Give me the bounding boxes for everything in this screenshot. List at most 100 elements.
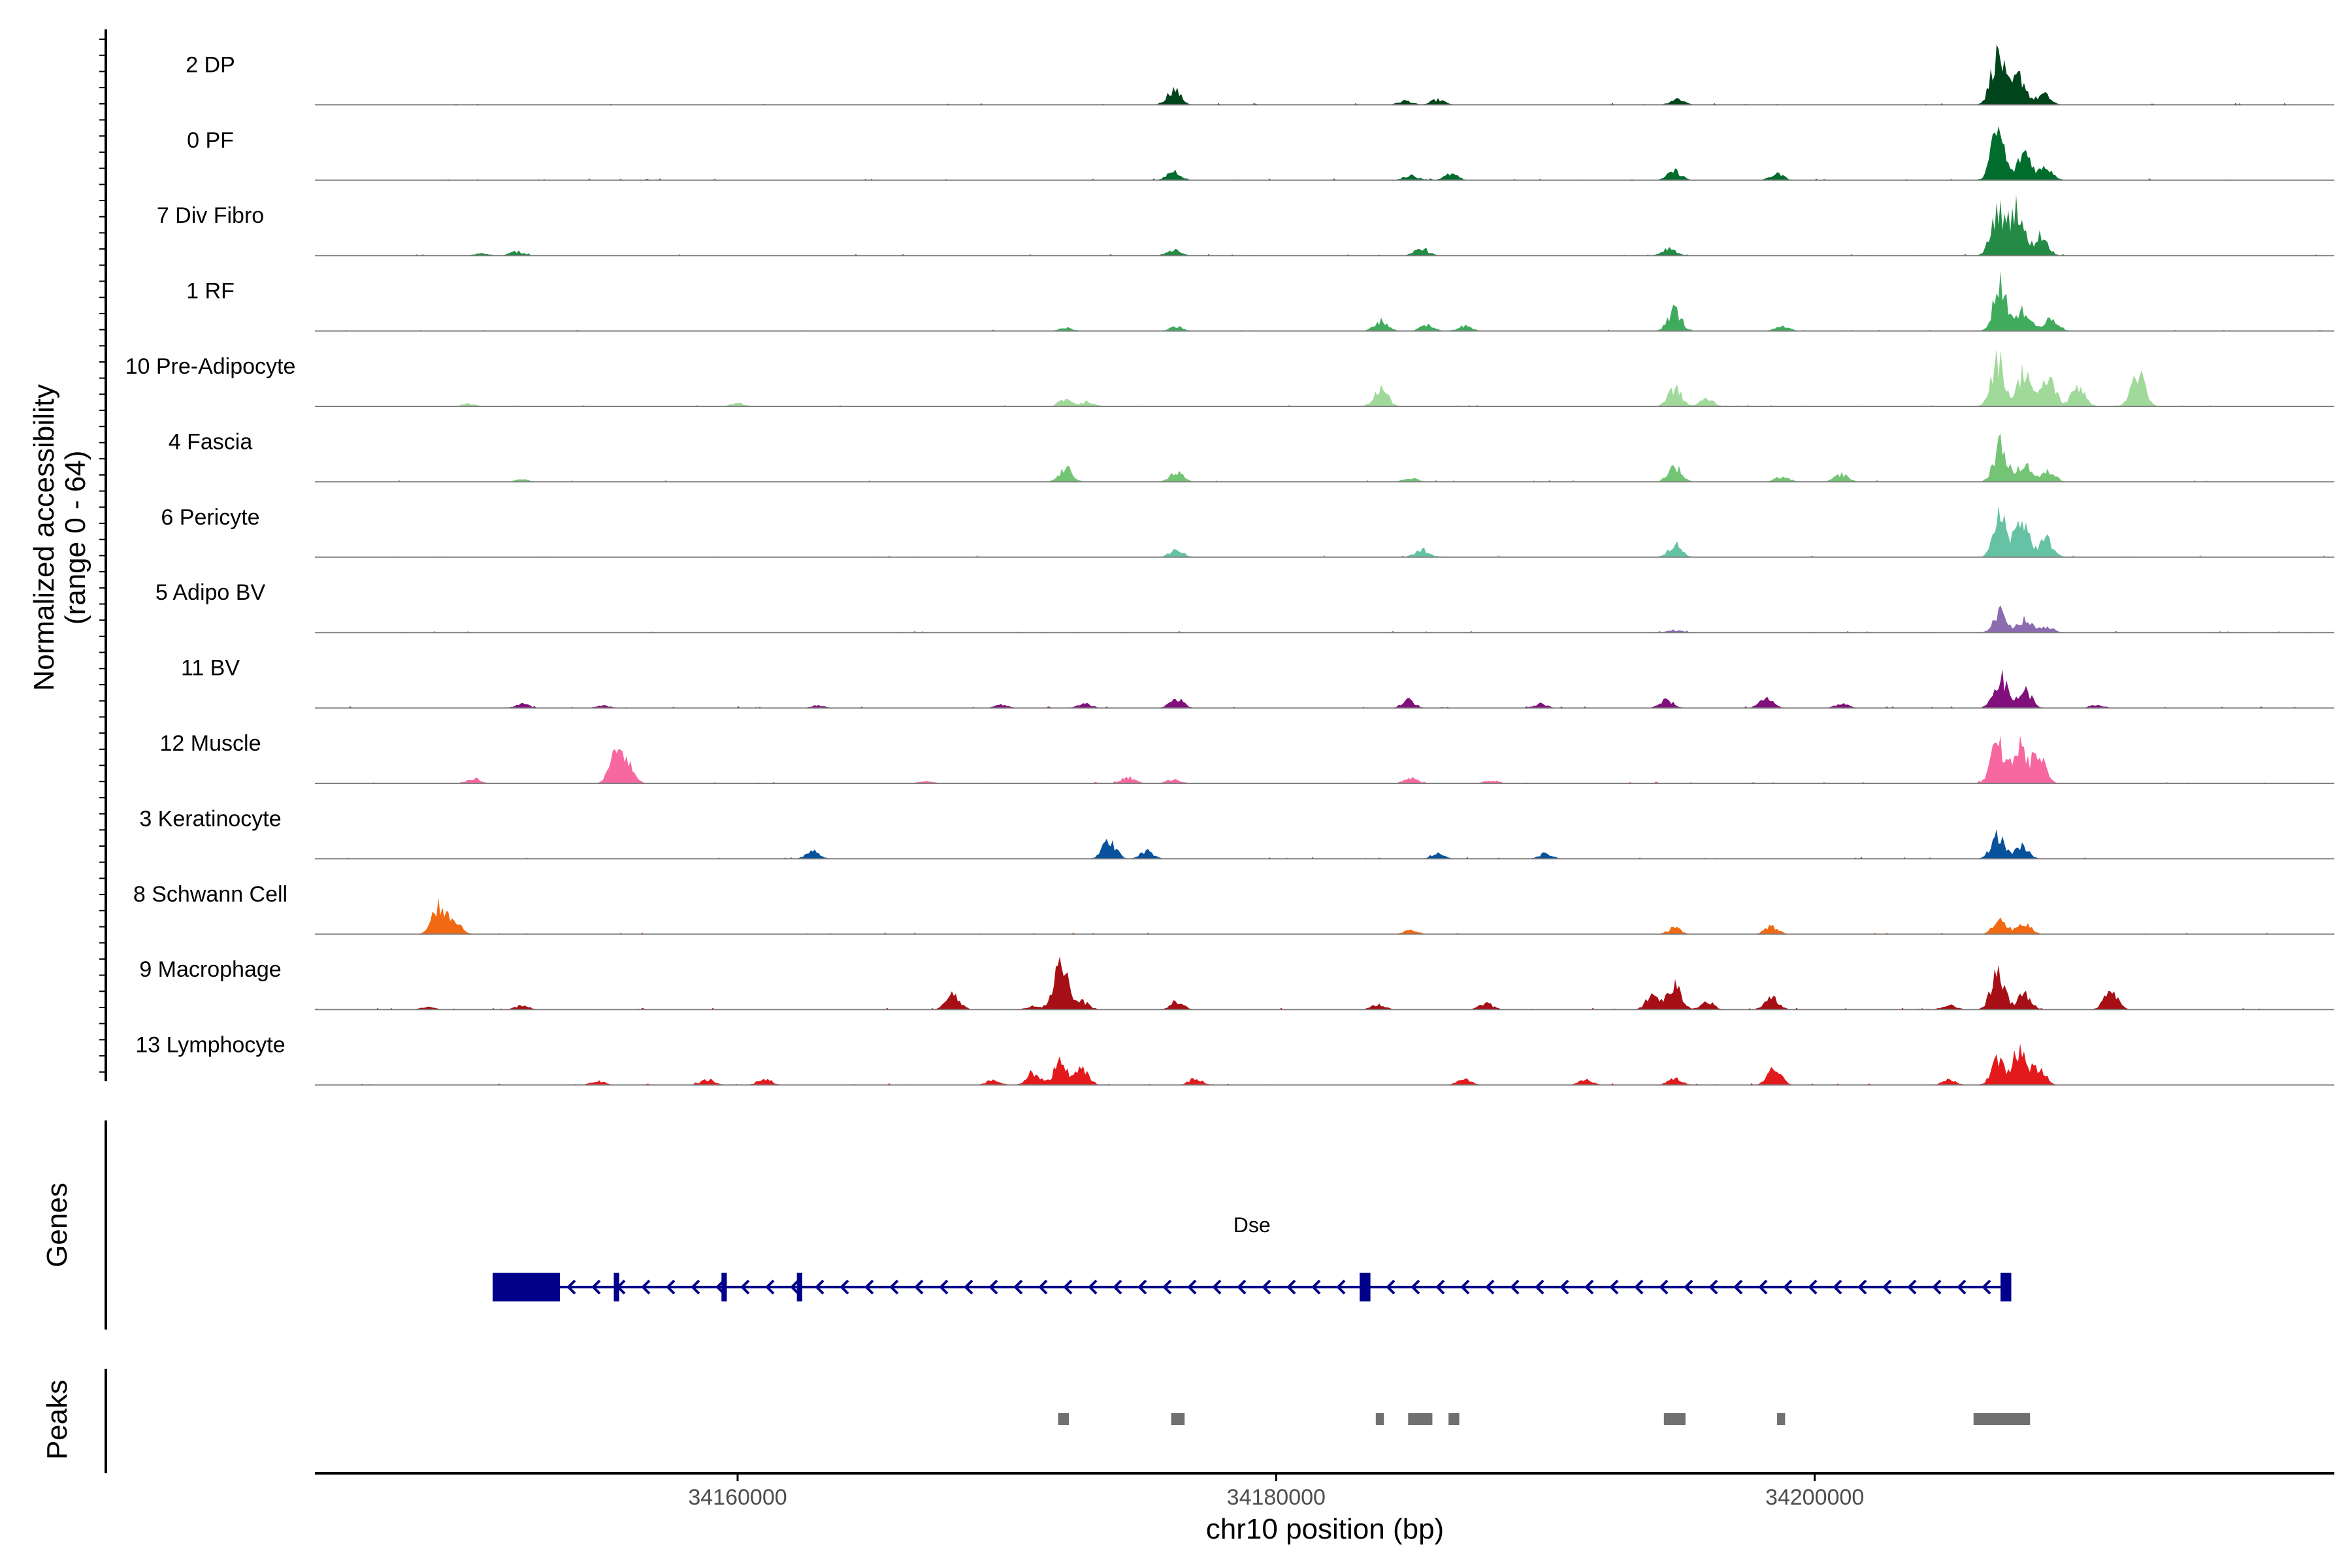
coverage-track: 10 Pre-Adipocyte [125, 349, 2334, 407]
strand-arrow [1013, 1279, 1023, 1295]
coverage-tracks: 2 DP 0 PF 7 Div Fibro 1 RF 10 Pre-Adipocyte 4… [125, 44, 2334, 1086]
strand-arrow [1957, 1279, 1967, 1295]
strand-arrow [1684, 1279, 1693, 1295]
strand-arrow [1857, 1279, 1867, 1295]
track-label: 3 Keratinocyte [139, 806, 281, 831]
gene-exon [493, 1273, 560, 1301]
track-label: 4 Fascia [169, 429, 253, 454]
strand-arrow [1634, 1279, 1644, 1295]
strand-arrow [1932, 1279, 1942, 1295]
strand-arrow [1882, 1279, 1892, 1295]
strand-arrow [666, 1279, 676, 1295]
strand-arrow [765, 1279, 775, 1295]
peaks-panel: Peaks [41, 1369, 2031, 1473]
track-label: 1 RF [186, 279, 235, 304]
coverage-track: 9 Macrophage [139, 956, 2334, 1011]
coverage-y-axis-label: Normalized accessibility(range 0 - 64) [28, 384, 91, 691]
strand-arrow [691, 1279, 700, 1295]
gene-model [493, 1273, 2012, 1301]
strand-arrow [1113, 1279, 1122, 1295]
strand-arrow [988, 1279, 998, 1295]
strand-arrow [1485, 1279, 1495, 1295]
coverage-area [315, 506, 2334, 557]
strand-arrow [1758, 1279, 1768, 1295]
coverage-area [315, 669, 2334, 708]
strand-arrow [1187, 1279, 1197, 1295]
gene-exon [721, 1273, 727, 1301]
strand-arrow [1733, 1279, 1743, 1295]
track-label: 13 Lymphocyte [135, 1033, 285, 1058]
strand-arrow [1411, 1279, 1420, 1295]
coverage-track: 12 Muscle [160, 731, 2334, 784]
coverage-track: 8 Schwann Cell [133, 882, 2334, 935]
track-label: 11 BV [181, 656, 240, 681]
strand-arrow [1435, 1279, 1445, 1295]
coverage-area [315, 735, 2334, 783]
strand-arrow [1833, 1279, 1842, 1295]
strand-arrow [1708, 1279, 1718, 1295]
x-axis: 34160000 34180000 34200000 chr10 position … [315, 1472, 2334, 1545]
strand-arrow [1907, 1279, 1917, 1295]
strand-arrow [1982, 1279, 1991, 1295]
coverage-track: 11 BV [181, 656, 2334, 709]
strand-arrow [914, 1279, 924, 1295]
peak-region [1408, 1413, 1433, 1425]
strand-arrow [1535, 1279, 1544, 1295]
strand-arrow [566, 1279, 576, 1295]
x-tick-label: 34200000 [1765, 1485, 1864, 1510]
x-axis-ticks: 34160000 34180000 34200000 [688, 1473, 1864, 1510]
strand-arrow [1336, 1279, 1346, 1295]
track-label: 7 Div Fibro [157, 203, 264, 228]
gene-exon [2001, 1273, 2012, 1301]
coverage-area [315, 126, 2334, 180]
strand-arrow [1609, 1279, 1619, 1295]
x-axis-label: chr10 position (bp) [1206, 1513, 1444, 1545]
gene-exon [796, 1273, 802, 1301]
strand-arrow [740, 1279, 750, 1295]
track-label: 5 Adipo BV [155, 580, 266, 605]
coverage-track: 2 DP [186, 44, 2334, 106]
strand-arrow [641, 1279, 651, 1295]
strand-arrow [864, 1279, 874, 1295]
gene-name-label: Dse [1233, 1213, 1271, 1237]
genes-panel: Genes Dse [41, 1120, 2012, 1330]
strand-arrow [1560, 1279, 1569, 1295]
track-label: 2 DP [186, 52, 235, 77]
coverage-y-ticks [99, 39, 106, 1073]
track-label: 12 Muscle [160, 731, 261, 756]
strand-arrow [815, 1279, 825, 1295]
coverage-area [315, 434, 2334, 482]
track-label: 6 Pericyte [161, 505, 259, 530]
strand-arrow [1262, 1279, 1271, 1295]
peak-region [1058, 1413, 1069, 1425]
coverage-area [315, 270, 2334, 331]
track-label: 10 Pre-Adipocyte [125, 354, 296, 379]
strand-arrow [1162, 1279, 1172, 1295]
peak-region [1448, 1413, 1460, 1425]
strand-arrow [1808, 1279, 1818, 1295]
track-label: 0 PF [187, 128, 234, 153]
coverage-area [315, 898, 2334, 934]
peak-region [1776, 1413, 1786, 1425]
coverage-panel: Normalized accessibility(range 0 - 64) 2… [28, 29, 2334, 1086]
strand-arrow [889, 1279, 899, 1295]
track-label: 8 Schwann Cell [133, 882, 287, 907]
strand-arrow [1659, 1279, 1669, 1295]
strand-arrow [1063, 1279, 1073, 1295]
strand-arrow [591, 1279, 601, 1295]
strand-arrow [1584, 1279, 1594, 1295]
strand-arrow [1510, 1279, 1520, 1295]
peak-regions [1058, 1413, 2031, 1425]
coverage-track: 1 RF [186, 270, 2334, 332]
coverage-track: 7 Div Fibro [157, 195, 2334, 257]
coverage-area [315, 829, 2334, 859]
strand-arrow [1460, 1279, 1470, 1295]
coverage-area [315, 44, 2334, 105]
strand-arrow [1386, 1279, 1396, 1295]
coverage-track: 5 Adipo BV [155, 580, 2334, 634]
strand-arrow [1783, 1279, 1793, 1295]
gene-exon [613, 1273, 619, 1301]
coverage-track: 0 PF [187, 126, 2334, 181]
x-tick-label: 34180000 [1227, 1485, 1326, 1510]
